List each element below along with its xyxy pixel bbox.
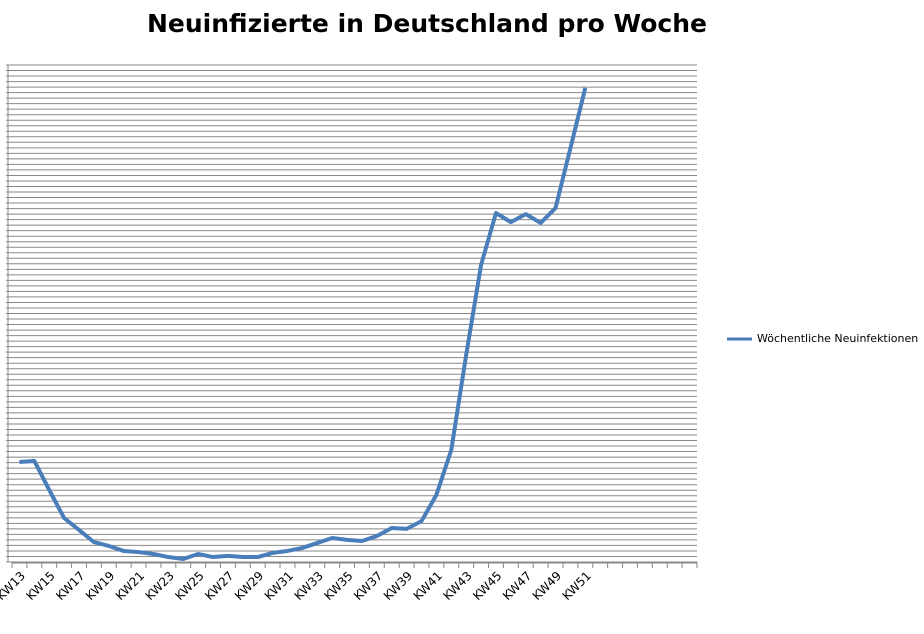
x-tick-label: KW13 — [0, 569, 28, 603]
x-tick-label: KW19 — [83, 569, 117, 603]
legend-label: Wöchentliche Neuinfektionen — [757, 332, 918, 345]
x-tick-label: KW45 — [470, 569, 504, 603]
x-tick-label: KW23 — [143, 569, 177, 603]
x-tick-label: KW31 — [262, 569, 296, 603]
x-tick-label: KW17 — [53, 569, 87, 603]
x-tick-label: KW15 — [23, 569, 57, 603]
x-tick-label: KW51 — [560, 569, 594, 603]
data-line — [19, 87, 588, 561]
chart-title: Neuinfizierte in Deutschland pro Woche — [147, 9, 707, 38]
x-tick-label: KW49 — [530, 569, 564, 603]
x-tick-label: KW47 — [500, 569, 534, 603]
x-tick-label: KW35 — [321, 569, 355, 603]
x-tick-label: KW21 — [113, 569, 147, 603]
x-tick-label: KW29 — [232, 569, 266, 603]
x-tick-label: KW37 — [351, 569, 385, 603]
x-tick-label: KW25 — [172, 569, 206, 603]
x-tick-label: KW33 — [292, 569, 326, 603]
x-tick-label: KW43 — [440, 569, 474, 603]
x-tick-label: KW27 — [202, 569, 236, 603]
x-tick-label: KW39 — [381, 569, 415, 603]
x-tick-label: KW41 — [411, 569, 445, 603]
